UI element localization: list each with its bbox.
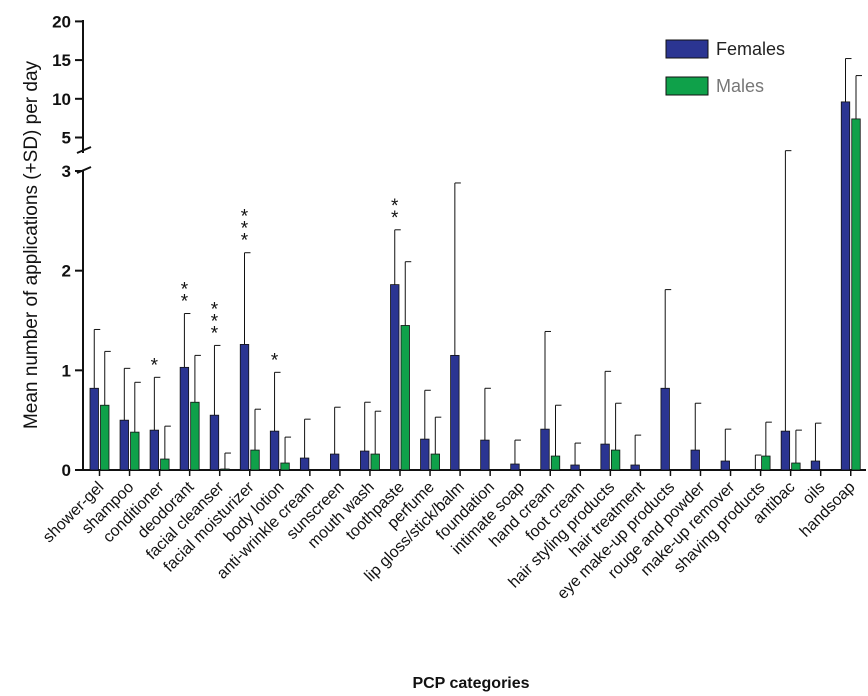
bar-males: [280, 462, 290, 471]
significance-marker: *: [181, 292, 189, 313]
bar-females: [570, 464, 580, 471]
y-tick-label: 3: [62, 162, 71, 181]
bar-females: [119, 419, 129, 471]
significance-marker: *: [181, 280, 189, 301]
bar-females: [480, 439, 490, 471]
bar-females: [690, 449, 700, 471]
significance-marker: *: [211, 323, 219, 344]
y-tick-label: 15: [52, 51, 71, 70]
bar-females: [329, 453, 340, 471]
bar-females: [149, 429, 160, 471]
significance-marker: *: [391, 196, 399, 217]
bar-females: [239, 344, 250, 471]
significance-marker: *: [211, 299, 219, 320]
bar-males: [220, 468, 230, 471]
bar-males: [851, 118, 861, 471]
significance-marker: *: [391, 208, 399, 229]
bar-females: [780, 430, 791, 471]
bar-females: [510, 463, 520, 471]
legend-label-females: Females: [716, 39, 785, 59]
bar-females: [840, 101, 851, 471]
bar-females: [450, 354, 460, 471]
bar-females: [360, 450, 370, 471]
bar-males: [190, 401, 200, 471]
bar-males: [160, 458, 170, 471]
bar-males: [761, 455, 771, 471]
significance-marker: *: [211, 311, 219, 332]
significance-marker: *: [241, 231, 249, 252]
y-axis-title: Mean number of applications (+SD) per da…: [21, 60, 42, 429]
bar-females: [209, 414, 220, 471]
significance-marker: *: [241, 207, 249, 228]
bar-males: [370, 453, 380, 471]
labels: 01235101520shower-gelshampooconditionerd…: [40, 12, 859, 602]
legend-swatch-females: [665, 39, 709, 59]
bar-females: [600, 443, 610, 471]
legend: Females Males: [665, 39, 785, 96]
bar-females: [89, 387, 99, 471]
y-tick-label: 1: [62, 361, 71, 380]
y-tick-label: 20: [52, 12, 71, 31]
bar-females: [269, 430, 280, 471]
y-tick-label: 10: [52, 90, 71, 109]
bar-males: [130, 431, 140, 471]
bar-females: [630, 464, 640, 471]
y-tick-label: 5: [62, 129, 71, 148]
bar-females: [720, 460, 730, 471]
y-tick-label: 2: [62, 262, 71, 281]
y-axis-break-mark: [76, 146, 92, 154]
bar-males: [610, 449, 621, 471]
bar-females: [540, 428, 550, 471]
significance-marker: *: [241, 219, 249, 240]
bar-females: [810, 460, 821, 471]
bar-males: [100, 404, 110, 471]
bars: [89, 58, 862, 471]
bar-females: [390, 284, 400, 471]
bar-males: [250, 449, 260, 471]
bar-females: [660, 387, 670, 471]
bar-females: [179, 366, 190, 471]
x-axis-title: PCP categories: [412, 675, 529, 692]
y-tick-label: 0: [62, 461, 71, 480]
bar-males: [400, 325, 410, 471]
bar-females: [420, 438, 430, 471]
bar-females: [299, 457, 310, 471]
legend-label-males: Males: [716, 76, 764, 96]
bar-males: [791, 462, 801, 471]
bar-males: [550, 455, 561, 471]
legend-swatch-males: [665, 76, 709, 96]
bar-males: [430, 453, 440, 471]
significance-marker: *: [151, 355, 159, 376]
significance-marker: *: [271, 350, 279, 371]
